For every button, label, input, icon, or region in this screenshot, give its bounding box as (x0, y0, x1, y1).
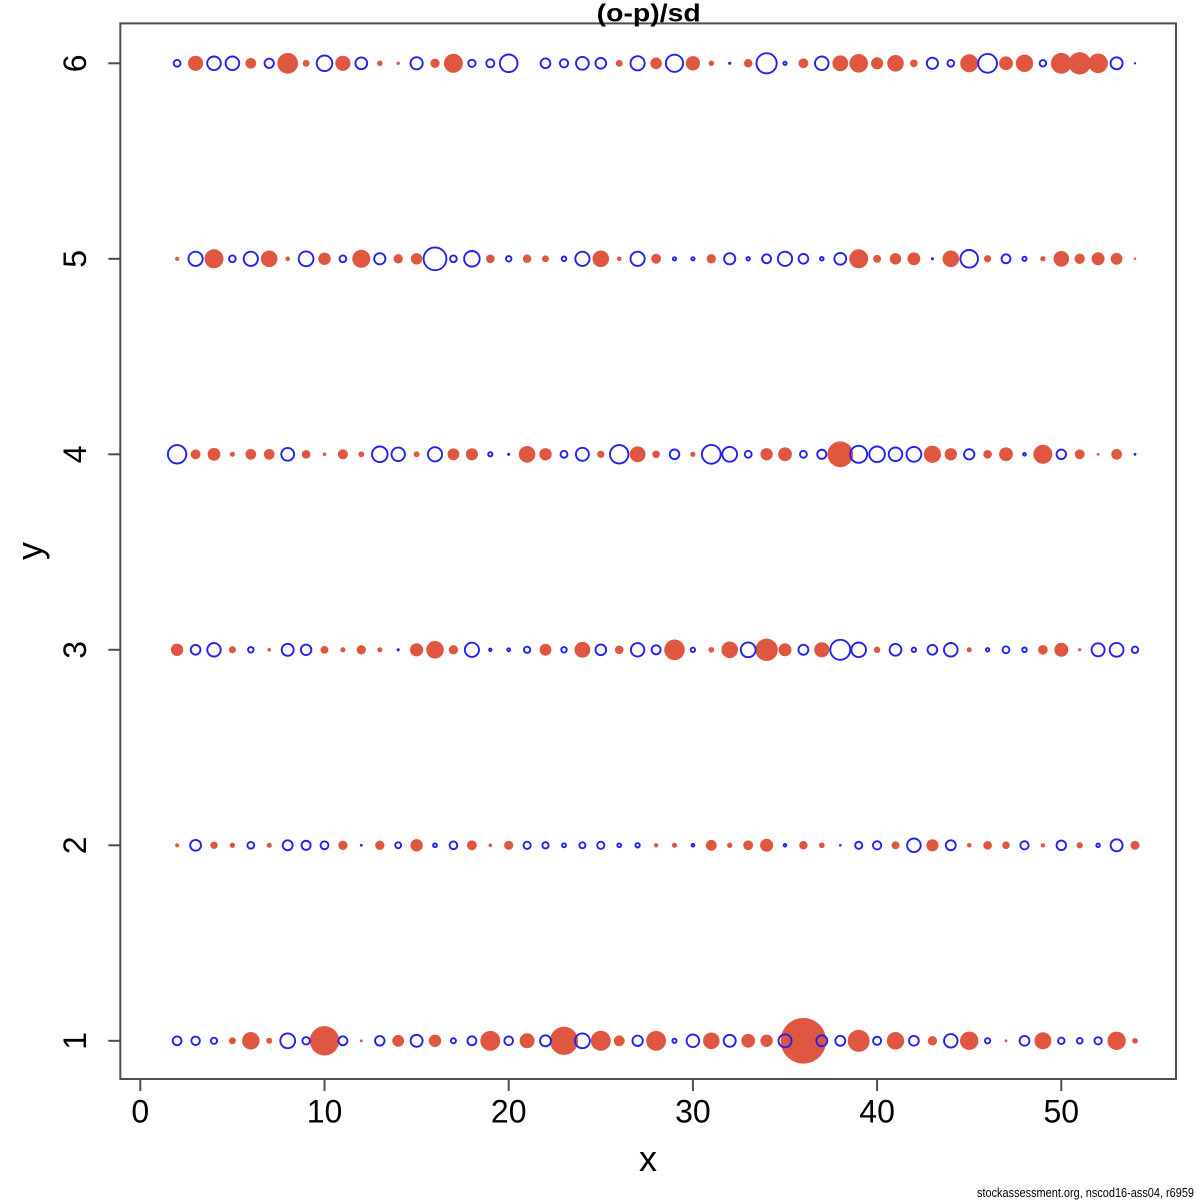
svg-text:x: x (639, 1138, 657, 1179)
svg-text:50: 50 (1044, 1094, 1080, 1130)
svg-text:5: 5 (57, 250, 93, 268)
svg-text:2: 2 (57, 836, 93, 854)
svg-text:30: 30 (675, 1094, 711, 1130)
svg-text:0: 0 (131, 1094, 149, 1130)
svg-text:20: 20 (491, 1094, 527, 1130)
svg-text:4: 4 (57, 445, 93, 463)
svg-text:6: 6 (57, 54, 93, 72)
svg-text:stockassessment.org, nscod16-a: stockassessment.org, nscod16-ass04, r695… (977, 1185, 1194, 1200)
svg-text:1: 1 (57, 1032, 93, 1050)
svg-text:10: 10 (307, 1094, 343, 1130)
svg-text:(o-p)/sd: (o-p)/sd (597, 0, 701, 28)
svg-text:3: 3 (57, 641, 93, 659)
svg-text:40: 40 (859, 1094, 895, 1130)
svg-text:y: y (9, 542, 50, 560)
